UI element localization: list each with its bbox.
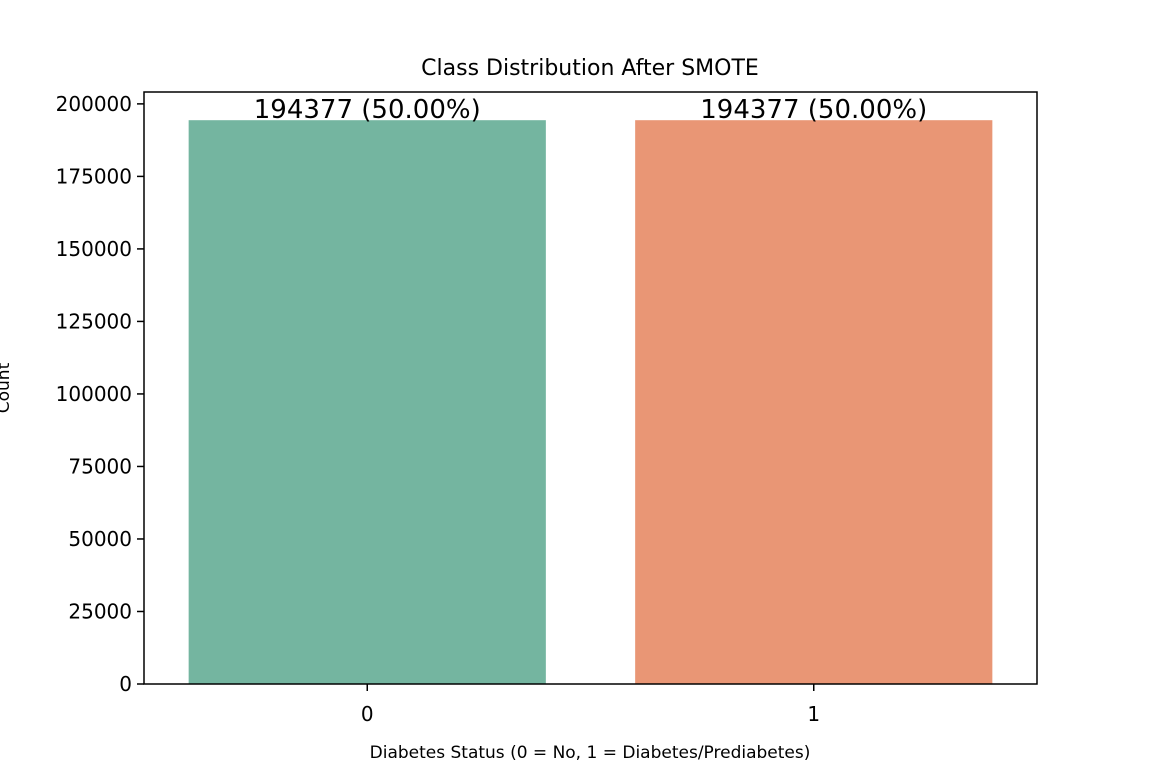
bar-value-label: 194377 (50.00%) xyxy=(254,95,481,125)
x-axis-label: Diabetes Status (0 = No, 1 = Diabetes/Pr… xyxy=(370,743,811,763)
y-tick-label: 100000 xyxy=(56,382,132,406)
x-tick-label: 1 xyxy=(807,702,820,726)
bar-1 xyxy=(635,120,993,684)
y-tick-label: 50000 xyxy=(68,527,132,551)
y-tick-label: 200000 xyxy=(56,92,132,116)
x-tick-label: 0 xyxy=(361,702,374,726)
y-tick-label: 150000 xyxy=(56,237,132,261)
bar-0 xyxy=(188,120,546,684)
plot-frame xyxy=(143,91,1038,685)
y-tick-label: 25000 xyxy=(68,599,132,623)
bar-value-label: 194377 (50.00%) xyxy=(700,95,927,125)
plot-area: 0 25000 50000 75000 100000 125000 150000 175000… xyxy=(56,91,1038,726)
chart-title: Class Distribution After SMOTE xyxy=(421,56,759,81)
y-axis-label: Count xyxy=(0,362,14,413)
y-tick-label: 75000 xyxy=(68,454,132,478)
y-tick-label: 125000 xyxy=(56,309,132,333)
y-tick-label: 0 xyxy=(119,672,132,696)
y-tick-label: 175000 xyxy=(56,164,132,188)
